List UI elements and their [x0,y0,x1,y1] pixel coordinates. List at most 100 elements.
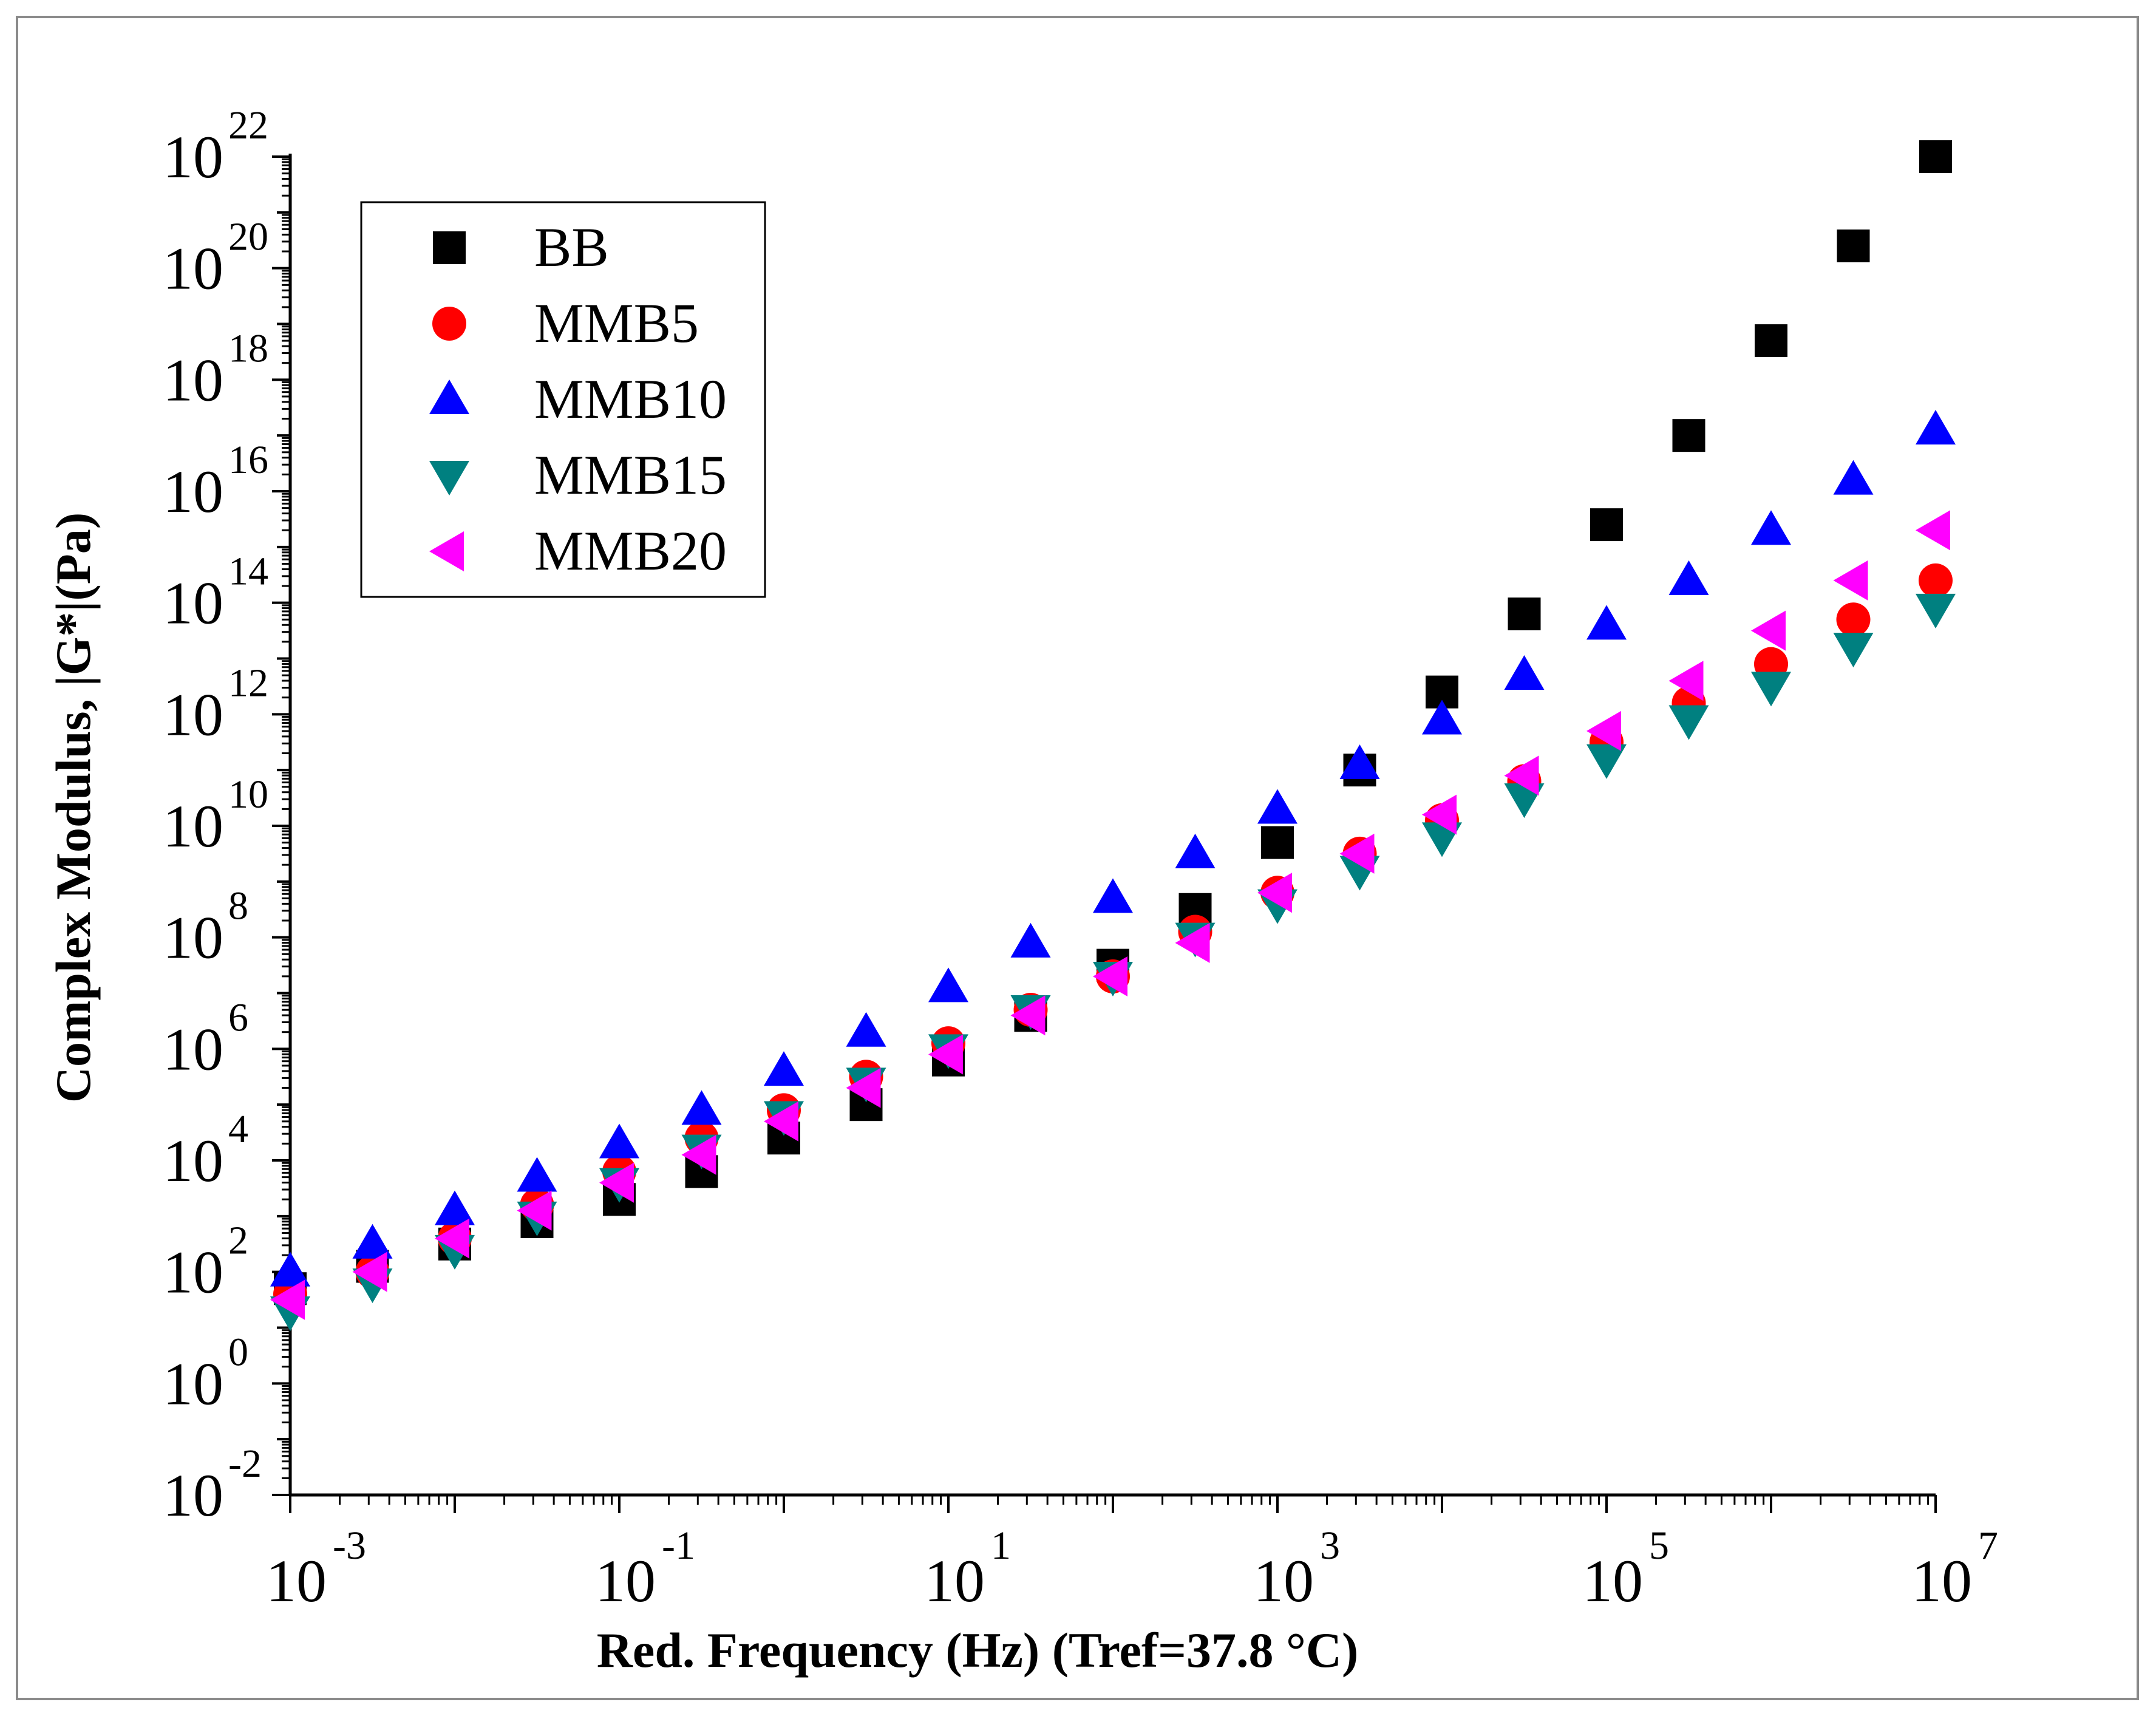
x-tick-label: 103 [1253,1524,1340,1615]
data-point-mmb20 [1093,956,1127,996]
data-point-mmb20 [599,1162,634,1203]
data-point-mmb10 [1916,409,1956,444]
x-tick-label-exponent: 3 [1320,1524,1340,1568]
y-tick-label: 10 6 [163,995,248,1083]
x-tick-label: 101 [924,1524,1011,1615]
data-point-mmb10 [435,1190,475,1225]
y-tick-label-exponent: 16 [228,438,268,482]
x-tick-label-exponent: -3 [333,1524,366,1568]
data-point-mmb10 [928,967,968,1003]
y-tick-label-base: 10 [163,792,223,860]
data-point-mmb10 [1833,460,1874,495]
y-tick-label: 10 2 [163,1219,248,1306]
data-point-mmb20 [1010,995,1046,1036]
data-point-mmb15 [1833,633,1874,668]
data-point-mmb5 [1836,602,1871,637]
legend-marker-mmb10 [429,380,469,414]
y-tick-label-exponent: 14 [228,550,268,594]
data-point-mmb20 [846,1067,881,1108]
y-tick-label-base: 10 [163,1350,223,1417]
x-tick-label: 107 [1911,1524,1998,1615]
data-points [270,140,1956,1331]
legend-box [360,201,766,598]
data-point-mmb20 [764,1101,798,1142]
data-point-mmb20 [1257,873,1292,913]
y-tick-label-base: 10 [163,346,223,414]
data-point-mmb20 [1668,661,1704,701]
x-tick-label-base: 10 [924,1547,985,1615]
data-point-bb [1508,598,1541,631]
y-tick-label-base: 10 [163,570,223,637]
data-point-mmb10 [1257,789,1297,824]
legend-label-bb: BB [534,216,609,278]
legend-marker-mmb15 [429,461,469,495]
legend-item-mmb10: MMB10 [429,368,727,430]
legend-item-bb: BB [433,216,609,278]
data-point-mmb20 [1916,510,1950,551]
legend-label-mmb5: MMB5 [534,292,699,354]
y-tick-label: 10 22 [163,103,268,191]
y-tick-label-exponent: 0 [228,1330,248,1374]
y-tick-label-base: 10 [163,1239,223,1306]
x-axis-title: Red. Frequency (Hz) (Tref=37.8 °C) [597,1622,1359,1678]
y-tick-label: 10 18 [163,326,268,414]
data-point-mmb15 [1751,672,1791,707]
y-tick-label-base: 10 [163,1015,223,1083]
y-tick-label-exponent: 10 [228,772,268,817]
data-point-bb [1837,229,1870,262]
data-point-mmb10 [1010,922,1051,958]
data-point-mmb20 [681,1134,716,1175]
data-point-mmb10 [1175,833,1216,868]
y-tick-label-base: 10 [163,1462,223,1529]
data-point-mmb20 [1751,610,1786,651]
data-point-mmb20 [435,1218,469,1259]
y-tick-label: 10 8 [163,884,248,972]
data-point-mmb10 [681,1090,722,1125]
x-tick-label-base: 10 [1582,1547,1643,1615]
data-point-bb [1919,140,1952,173]
data-point-mmb20 [1833,560,1868,601]
y-tick-label-exponent: 12 [228,661,268,705]
data-point-mmb15 [1916,593,1956,628]
y-tick-label-exponent: 2 [228,1219,248,1263]
data-point-mmb10 [846,1012,886,1047]
data-point-mmb10 [517,1157,557,1192]
x-tick-label-base: 10 [266,1547,327,1615]
legend-marker-bb [433,231,466,264]
data-point-mmb20 [1175,922,1210,963]
legend-marker-mmb20 [429,531,464,571]
ticks [272,155,1937,1513]
data-point-mmb10 [1586,605,1627,640]
x-tick-label-exponent: -1 [662,1524,695,1568]
data-point-mmb10 [270,1251,310,1287]
y-tick-label: 10 0 [163,1330,248,1417]
y-tick-label: 10 20 [163,215,268,302]
legend-label-mmb20: MMB20 [534,520,727,582]
y-tick-label: 10 16 [163,438,268,525]
y-tick-label: 10 14 [163,550,268,637]
y-axis-title: Complex Modulus, |G*|(Pa) [46,512,101,1103]
data-point-mmb20 [1504,755,1539,796]
y-tick-label: 10 12 [163,661,268,748]
x-tick-label-exponent: 1 [991,1524,1011,1568]
data-point-bb [1261,826,1294,859]
data-point-mmb10 [1504,655,1545,690]
data-point-mmb20 [517,1190,552,1231]
legend-item-mmb15: MMB15 [429,444,727,506]
data-point-mmb10 [1751,510,1791,545]
figure-frame [16,16,2139,1700]
y-tick-label-base: 10 [163,123,223,191]
y-tick-label-base: 10 [163,904,223,972]
x-tick-label-exponent: 7 [1978,1524,1998,1568]
data-point-mmb10 [1339,744,1380,779]
data-point-mmb10 [1093,878,1133,913]
y-tick-label-base: 10 [163,1127,223,1194]
legend: BB MMB5 MMB10 MMB15 MMB20 [360,201,766,598]
y-tick-label-base: 10 [163,681,223,748]
x-tick-label-base: 10 [595,1547,656,1615]
data-point-mmb10 [352,1224,393,1259]
data-point-mmb10 [599,1123,639,1159]
y-tick-label-exponent: 6 [228,995,248,1040]
